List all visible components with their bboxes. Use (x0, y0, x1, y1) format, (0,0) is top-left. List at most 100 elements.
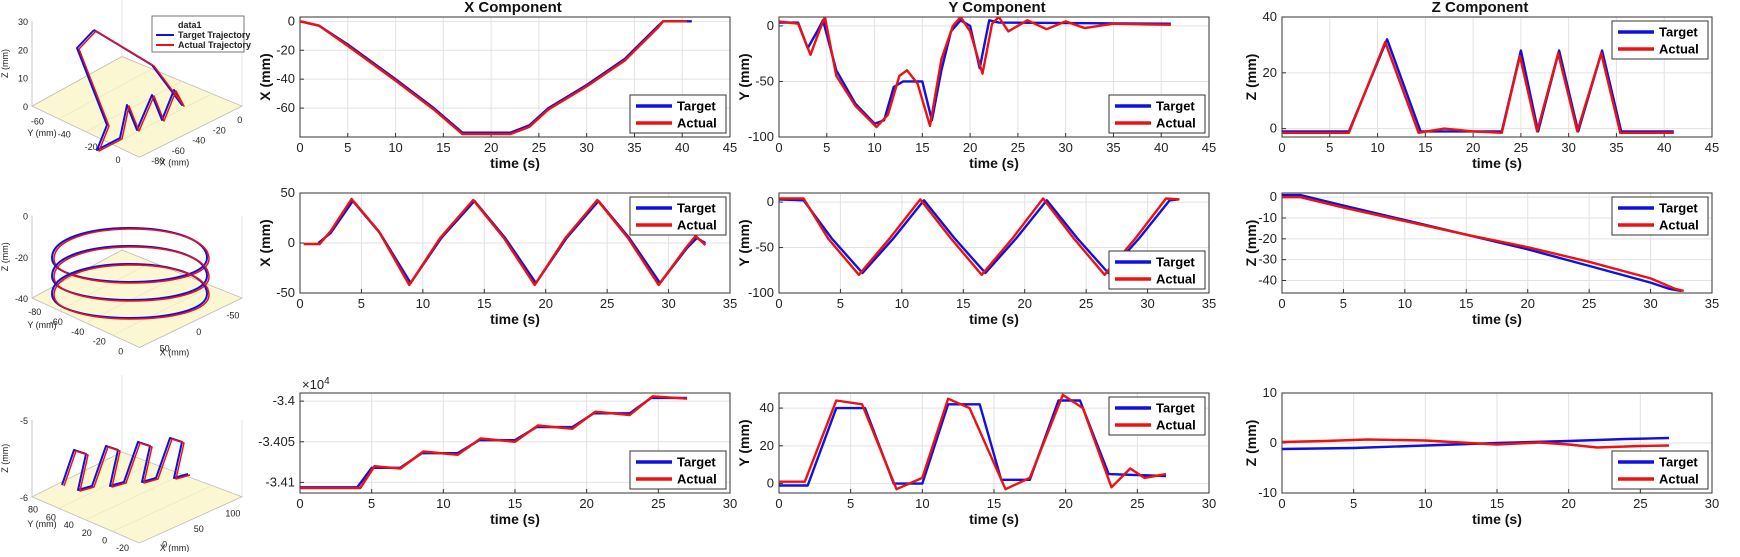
y-tick-label: -60 (31, 116, 44, 126)
z-tick-label: -6 (20, 493, 28, 503)
legend-label-actual: Actual (1156, 272, 1196, 287)
x-tick-label: 0 (296, 140, 303, 155)
y-axis-label: Y (mm) (27, 128, 56, 138)
z-tick-label: 30 (18, 17, 28, 27)
y-tick-label: -60 (50, 317, 63, 327)
chart-y3: 0 20 40 0 5 10 15 20 25 30 time (s) Y (mm) Target Act… (736, 392, 1216, 527)
chart-z1: 0 20 40 0 5 10 15 20 25 30 35 40 45 time (s) Z (mm) Tar… (1243, 9, 1719, 171)
x-tick-label: 35 (1202, 296, 1216, 311)
legend-label: data1 (178, 20, 202, 30)
legend-label-actual: Actual (1156, 116, 1196, 131)
legend-label: Target Trajectory (178, 30, 250, 40)
y-tick-label: -40 (1258, 273, 1277, 288)
legend-box (1611, 450, 1709, 490)
legend: Target Actual (629, 450, 727, 490)
x-tick-label: 0 (237, 115, 242, 125)
legend: Target Actual (1611, 20, 1709, 60)
axes-box (778, 192, 1210, 294)
chart-traj3d-3: -5 -680 60 40 20 0 -20 0 50 100 Y (mm) X (mm) Z (mm) (0, 375, 244, 553)
y-axis-label: Z (mm) (1243, 420, 1259, 467)
legend-label-target: Target (677, 99, 716, 114)
x-tick-label: 20 (1017, 296, 1031, 311)
x-tick-label: 45 (1705, 140, 1719, 155)
legend-label-actual: Actual (677, 116, 717, 131)
y-tick-label: 40 (64, 520, 74, 530)
y-tick-label: -80 (28, 307, 41, 317)
y-axis-label: Y (mm) (736, 419, 752, 466)
x-tick-label: 15 (436, 140, 450, 155)
x-tick-label: 10 (1418, 496, 1432, 511)
y-tick-label: -50 (755, 73, 774, 88)
x-tick-label: 25 (1011, 140, 1025, 155)
x-axis-label: time (s) (1472, 155, 1522, 171)
x-tick-label: 25 (1130, 496, 1144, 511)
floor-gridline (112, 285, 213, 336)
x-tick-label: 30 (1058, 140, 1072, 155)
z-axis-label: Z (mm) (0, 444, 10, 473)
y-tick-label: -10 (1258, 485, 1277, 500)
x-tick-label: 0 (296, 296, 303, 311)
legend: Target Actual (1108, 250, 1206, 290)
x-tick-label: 15 (1490, 496, 1504, 511)
x-tick-label: 5 (1350, 496, 1357, 511)
z-axis-label: Z (mm) (0, 242, 10, 271)
x-tick-label: 15 (1459, 296, 1473, 311)
x-tick-label: 25 (1633, 496, 1647, 511)
x-tick-label: 10 (388, 140, 402, 155)
x-tick-label: 35 (1106, 140, 1120, 155)
x-tick-label: 5 (837, 296, 844, 311)
y-axis-label: Z (mm) (1243, 220, 1259, 267)
y-tick-label: -20 (93, 337, 106, 347)
x-tick-label: 0 (775, 296, 782, 311)
x-tick-label: 50 (194, 524, 204, 534)
axes-box (299, 16, 731, 138)
legend-label-target: Target (677, 201, 716, 216)
series-line-actual (1282, 196, 1684, 293)
column-title-x: X Component (464, 0, 562, 16)
x-tick-label: 25 (600, 296, 614, 311)
legend-label-target: Target (1156, 255, 1195, 270)
floor-gridline (85, 273, 183, 324)
legend: Target Actual (1108, 396, 1206, 436)
chart-x1: 0 -20 -40 -60 0 5 10 15 20 25 30 35 40 45 time (s) X (m… (257, 13, 737, 171)
floor-gridline (58, 261, 153, 311)
x-axis-label: time (s) (490, 311, 540, 327)
floor-gridline (85, 81, 183, 132)
y-tick-label: 0 (767, 194, 774, 209)
z-tick-label: 10 (18, 74, 28, 84)
x-tick-label: 20 (579, 496, 593, 511)
x-tick-label: 100 (225, 509, 240, 519)
x-tick-label: 5 (823, 140, 830, 155)
y-axis-label: X (mm) (257, 53, 273, 100)
y-tick-label: 20 (82, 528, 92, 538)
y-tick-label: -10 (1258, 210, 1277, 225)
column-title-y: Y Component (948, 0, 1045, 16)
x-axis-label: time (s) (1472, 311, 1522, 327)
x-tick-label: 35 (1609, 140, 1623, 155)
x-axis-label: time (s) (969, 155, 1019, 171)
x-tick-label: 25 (1079, 296, 1093, 311)
series-line-actual (1282, 40, 1674, 134)
target-trajectory (51, 263, 208, 319)
legend-label-target: Target (1659, 25, 1698, 40)
y-tick-label: 60 (46, 512, 56, 522)
y-tick-label: 80 (28, 505, 38, 515)
x-tick-label: 25 (1582, 296, 1596, 311)
y-axis-label: Y (mm) (736, 53, 752, 100)
axes-box (299, 192, 731, 294)
y-tick-label: -30 (1258, 252, 1277, 267)
z-tick-label: -20 (15, 253, 28, 263)
x-tick-label: 20 (1561, 496, 1575, 511)
x-tick-label: 10 (416, 296, 430, 311)
x-tick-label: -50 (226, 310, 239, 320)
y-tick-label: 10 (1263, 385, 1277, 400)
legend-box (629, 450, 727, 490)
x-tick-label: 15 (987, 496, 1001, 511)
y-tick-label: -20 (1258, 231, 1277, 246)
x-tick-label: 30 (1202, 496, 1216, 511)
x-tick-label: 0 (1278, 140, 1285, 155)
axes-box (778, 392, 1210, 494)
z-tick-label: 20 (18, 45, 28, 55)
y-tick-label: -100 (748, 285, 774, 300)
